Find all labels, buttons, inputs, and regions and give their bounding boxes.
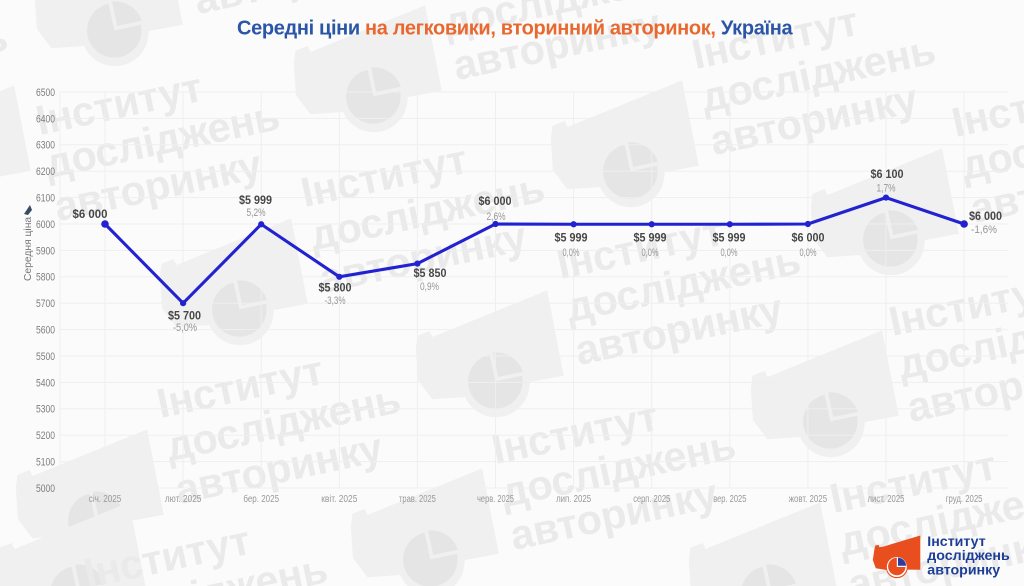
svg-text:5800: 5800 <box>36 272 55 284</box>
svg-text:0,0%: 0,0% <box>800 247 817 259</box>
svg-text:черв. 2025: черв. 2025 <box>477 494 514 505</box>
svg-text:$5 999: $5 999 <box>634 231 667 245</box>
svg-text:Середня ціна: Середня ціна <box>23 217 34 281</box>
svg-text:$6 000: $6 000 <box>792 231 825 245</box>
svg-text:5200: 5200 <box>36 430 55 442</box>
svg-text:лип. 2025: лип. 2025 <box>556 494 591 505</box>
svg-text:6400: 6400 <box>36 113 55 125</box>
svg-text:лют. 2025: лют. 2025 <box>165 494 202 505</box>
svg-text:6000: 6000 <box>36 219 55 231</box>
svg-text:5900: 5900 <box>36 245 55 257</box>
svg-text:0,0%: 0,0% <box>721 247 738 259</box>
svg-text:груд. 2025: груд. 2025 <box>946 494 983 505</box>
svg-text:5500: 5500 <box>36 351 55 363</box>
svg-text:5600: 5600 <box>36 325 55 337</box>
svg-text:досліджень: досліджень <box>927 548 1010 564</box>
svg-text:5000: 5000 <box>36 483 55 495</box>
svg-text:$5 999: $5 999 <box>555 231 588 245</box>
svg-text:-5,0%: -5,0% <box>173 322 197 334</box>
svg-text:$6 000: $6 000 <box>73 207 108 221</box>
svg-text:вер. 2025: вер. 2025 <box>713 494 747 505</box>
svg-text:1,7%: 1,7% <box>877 183 896 195</box>
svg-text:6500: 6500 <box>36 87 55 99</box>
svg-text:6100: 6100 <box>36 193 55 205</box>
svg-text:$6 000: $6 000 <box>969 209 1002 223</box>
svg-text:авторинку: авторинку <box>927 562 1000 578</box>
svg-text:$5 800: $5 800 <box>319 281 352 295</box>
svg-text:6300: 6300 <box>36 140 55 152</box>
svg-text:$5 999: $5 999 <box>239 193 272 207</box>
svg-text:квіт. 2025: квіт. 2025 <box>321 494 357 505</box>
svg-text:бер. 2025: бер. 2025 <box>243 493 279 505</box>
svg-text:2,6%: 2,6% <box>487 211 506 223</box>
svg-text:5300: 5300 <box>36 404 55 416</box>
svg-text:0,0%: 0,0% <box>563 247 580 259</box>
svg-text:$5 999: $5 999 <box>713 231 746 245</box>
svg-text:5400: 5400 <box>36 377 55 389</box>
svg-text:Середні ціни на легковики, вто: Середні ціни на легковики, вторинний авт… <box>237 18 793 40</box>
svg-text:трав. 2025: трав. 2025 <box>399 494 436 505</box>
svg-text:$5 700: $5 700 <box>168 309 201 323</box>
svg-text:5,2%: 5,2% <box>247 207 266 219</box>
svg-text:$5 850: $5 850 <box>414 266 447 280</box>
svg-text:-1,6%: -1,6% <box>971 224 997 236</box>
svg-text:серп. 2025: серп. 2025 <box>633 494 670 505</box>
svg-text:5700: 5700 <box>36 298 55 310</box>
svg-text:січ. 2025: січ. 2025 <box>89 494 122 505</box>
svg-text:лист. 2025: лист. 2025 <box>868 494 905 505</box>
svg-text:$6 000: $6 000 <box>479 194 512 208</box>
svg-text:жовт. 2025: жовт. 2025 <box>789 494 828 505</box>
svg-text:0,0%: 0,0% <box>642 247 659 259</box>
svg-text:5100: 5100 <box>36 457 55 469</box>
svg-text:0,9%: 0,9% <box>420 281 439 293</box>
svg-text:6200: 6200 <box>36 166 55 178</box>
svg-text:$6 100: $6 100 <box>871 167 904 181</box>
svg-text:Інститут: Інститут <box>927 534 985 550</box>
svg-text:-3,3%: -3,3% <box>325 295 346 307</box>
